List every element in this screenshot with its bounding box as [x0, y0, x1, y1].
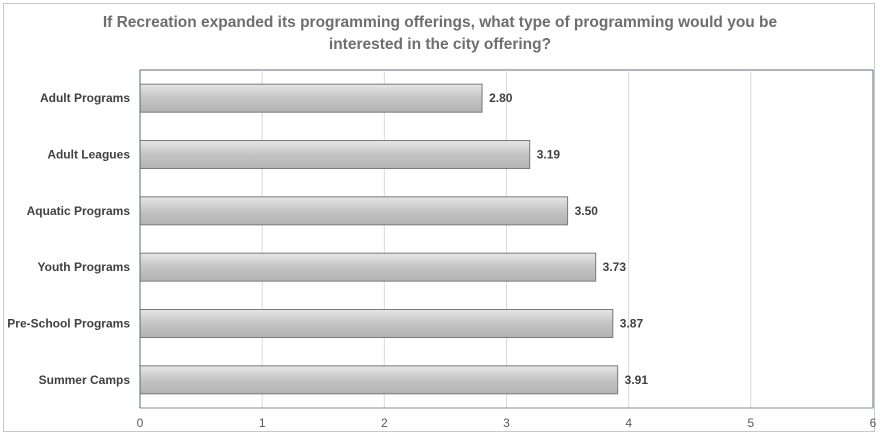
category-label: Youth Programs — [38, 260, 131, 274]
x-tick-label: 1 — [259, 416, 266, 430]
x-tick-label: 0 — [137, 416, 144, 430]
bar — [139, 252, 597, 282]
chart-title: If Recreation expanded its programming o… — [0, 12, 880, 56]
category-label: Summer Camps — [39, 373, 131, 387]
category-label: Adult Programs — [40, 91, 130, 105]
bar — [139, 196, 569, 226]
category-label: Adult Leagues — [47, 148, 130, 162]
chart-title-line-2: interested in the city offering? — [328, 36, 552, 53]
bar — [139, 309, 614, 338]
x-tick-label: 4 — [625, 416, 632, 430]
x-tick-label: 3 — [503, 416, 510, 430]
value-label: 3.19 — [537, 148, 561, 162]
value-label: 2.80 — [489, 91, 513, 105]
bar — [139, 83, 483, 113]
bar — [139, 140, 531, 169]
category-label: Aquatic Programs — [27, 204, 131, 218]
chart-title-line-1: If Recreation expanded its programming o… — [102, 14, 778, 31]
value-label: 3.91 — [625, 373, 649, 387]
x-tick-label: 6 — [870, 416, 877, 430]
value-label: 3.73 — [603, 260, 627, 274]
value-label: 3.50 — [575, 204, 599, 218]
x-tick-label: 2 — [381, 416, 388, 430]
x-tick-label: 5 — [747, 416, 754, 430]
category-label: Pre-School Programs — [7, 317, 130, 331]
value-label: 3.87 — [620, 317, 644, 331]
bar — [139, 365, 619, 395]
